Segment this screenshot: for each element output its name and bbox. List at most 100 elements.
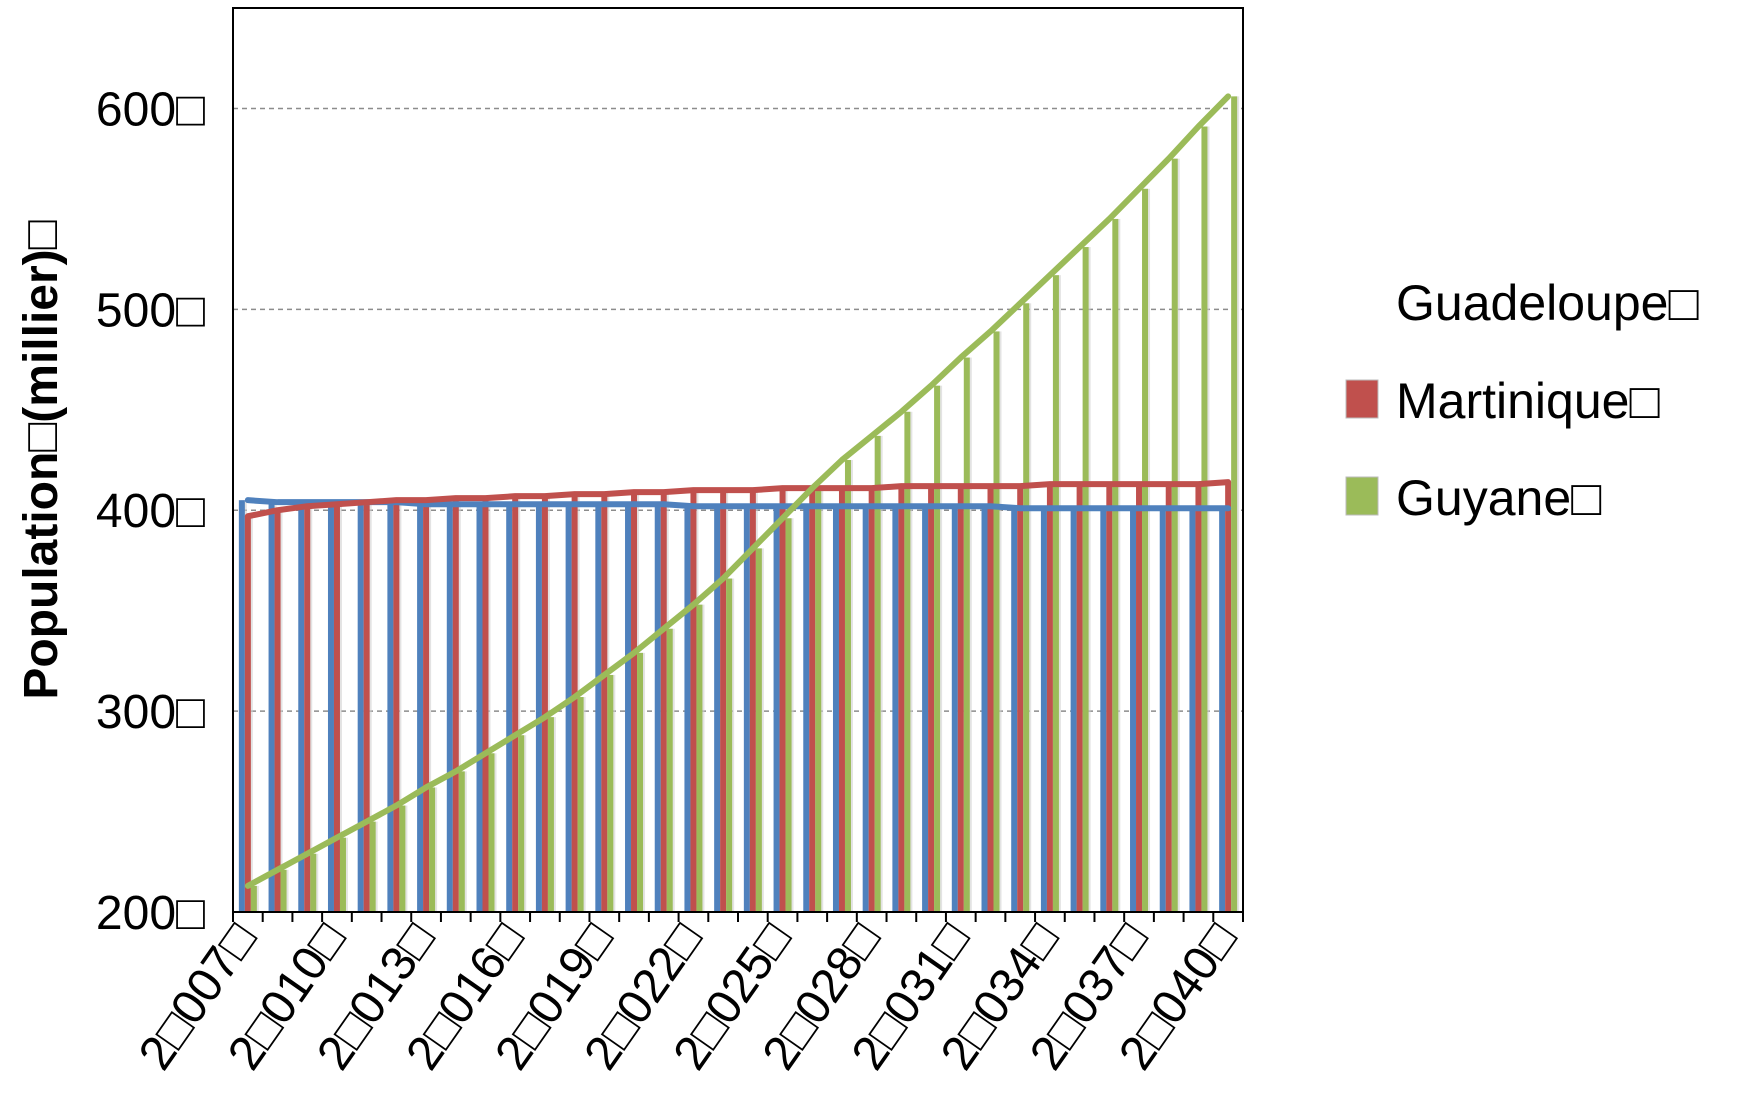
bar xyxy=(310,853,317,912)
bar xyxy=(631,492,638,912)
plot-area-frame xyxy=(232,7,1244,913)
bar xyxy=(928,486,935,912)
bar xyxy=(1195,484,1202,912)
bar xyxy=(1106,484,1113,912)
bar xyxy=(1070,508,1077,912)
bar xyxy=(274,510,281,912)
bar xyxy=(571,494,578,912)
bar xyxy=(280,869,287,912)
bar xyxy=(452,498,459,912)
bar xyxy=(874,435,881,912)
bar xyxy=(607,674,614,912)
bar xyxy=(506,504,513,912)
bar xyxy=(417,504,424,912)
bar xyxy=(547,717,554,912)
bar xyxy=(660,492,667,912)
bar xyxy=(488,753,495,912)
bar xyxy=(482,498,489,912)
bar xyxy=(535,504,542,912)
bar xyxy=(749,490,756,912)
bar xyxy=(1231,96,1238,912)
bar xyxy=(399,805,406,912)
bar xyxy=(809,488,816,912)
bar xyxy=(957,486,964,912)
series-line xyxy=(244,497,1232,512)
legend-label: Guyane□ xyxy=(1396,470,1602,526)
bar xyxy=(298,502,305,912)
bar xyxy=(429,787,436,912)
bar xyxy=(518,735,525,912)
y-tick-label: 400□ xyxy=(96,485,205,538)
series-line xyxy=(244,93,1232,889)
bar xyxy=(363,502,370,912)
bar xyxy=(696,604,703,912)
series-line xyxy=(244,479,1232,520)
bar xyxy=(625,504,632,912)
bar xyxy=(785,518,792,912)
bar xyxy=(1082,247,1089,912)
legend: Guadeloupe□ Martinique□ Guyane□ xyxy=(1345,275,1699,526)
bar xyxy=(1011,508,1018,912)
bar xyxy=(250,885,257,912)
bar xyxy=(333,504,340,912)
legend-label: Martinique□ xyxy=(1396,373,1660,429)
bar xyxy=(1142,188,1149,913)
bar xyxy=(595,504,602,912)
bar xyxy=(369,821,376,912)
bar xyxy=(1017,486,1024,912)
bar xyxy=(1225,482,1232,912)
bar xyxy=(304,506,311,912)
bar xyxy=(268,502,275,912)
bar xyxy=(327,502,334,912)
bar xyxy=(922,506,929,912)
bar xyxy=(1052,275,1059,912)
y-tick-label: 300□ xyxy=(96,686,205,739)
bar xyxy=(654,504,661,912)
bar xyxy=(601,494,608,912)
y-tick-label: 200□ xyxy=(96,887,205,940)
bar xyxy=(815,488,822,912)
bar xyxy=(987,486,994,912)
bar xyxy=(1112,218,1119,912)
bar xyxy=(1046,484,1053,912)
bar xyxy=(838,488,845,912)
series-lines xyxy=(244,93,1232,889)
bar xyxy=(1076,484,1083,912)
bar xyxy=(1136,484,1143,912)
bar xyxy=(1171,158,1178,912)
bar xyxy=(1100,508,1107,912)
bar xyxy=(1219,508,1226,912)
bar xyxy=(963,357,970,913)
bar xyxy=(423,500,430,912)
bar xyxy=(755,548,762,912)
bar xyxy=(565,504,572,912)
bar xyxy=(577,697,584,912)
bar xyxy=(1040,508,1047,912)
bar xyxy=(892,506,899,912)
bar xyxy=(714,506,721,912)
legend-swatch xyxy=(1345,379,1379,419)
bar xyxy=(868,488,875,912)
bar xyxy=(387,502,394,912)
bar xyxy=(1189,508,1196,912)
bar xyxy=(690,490,697,912)
bar xyxy=(898,486,905,912)
bar xyxy=(244,516,251,912)
bar xyxy=(832,506,839,912)
bar xyxy=(904,411,911,912)
bar xyxy=(934,385,941,912)
bar xyxy=(357,502,364,912)
bar xyxy=(339,837,346,912)
bar xyxy=(476,504,483,912)
bar xyxy=(393,500,400,912)
bar xyxy=(1165,484,1172,912)
legend-swatch xyxy=(1345,476,1379,516)
bar xyxy=(1023,303,1030,913)
y-tick-label: 500□ xyxy=(96,284,205,337)
bar xyxy=(726,578,733,912)
bar xyxy=(844,460,851,912)
bar xyxy=(993,331,1000,912)
y-tick-label: 600□ xyxy=(96,83,205,136)
bar xyxy=(773,506,780,912)
